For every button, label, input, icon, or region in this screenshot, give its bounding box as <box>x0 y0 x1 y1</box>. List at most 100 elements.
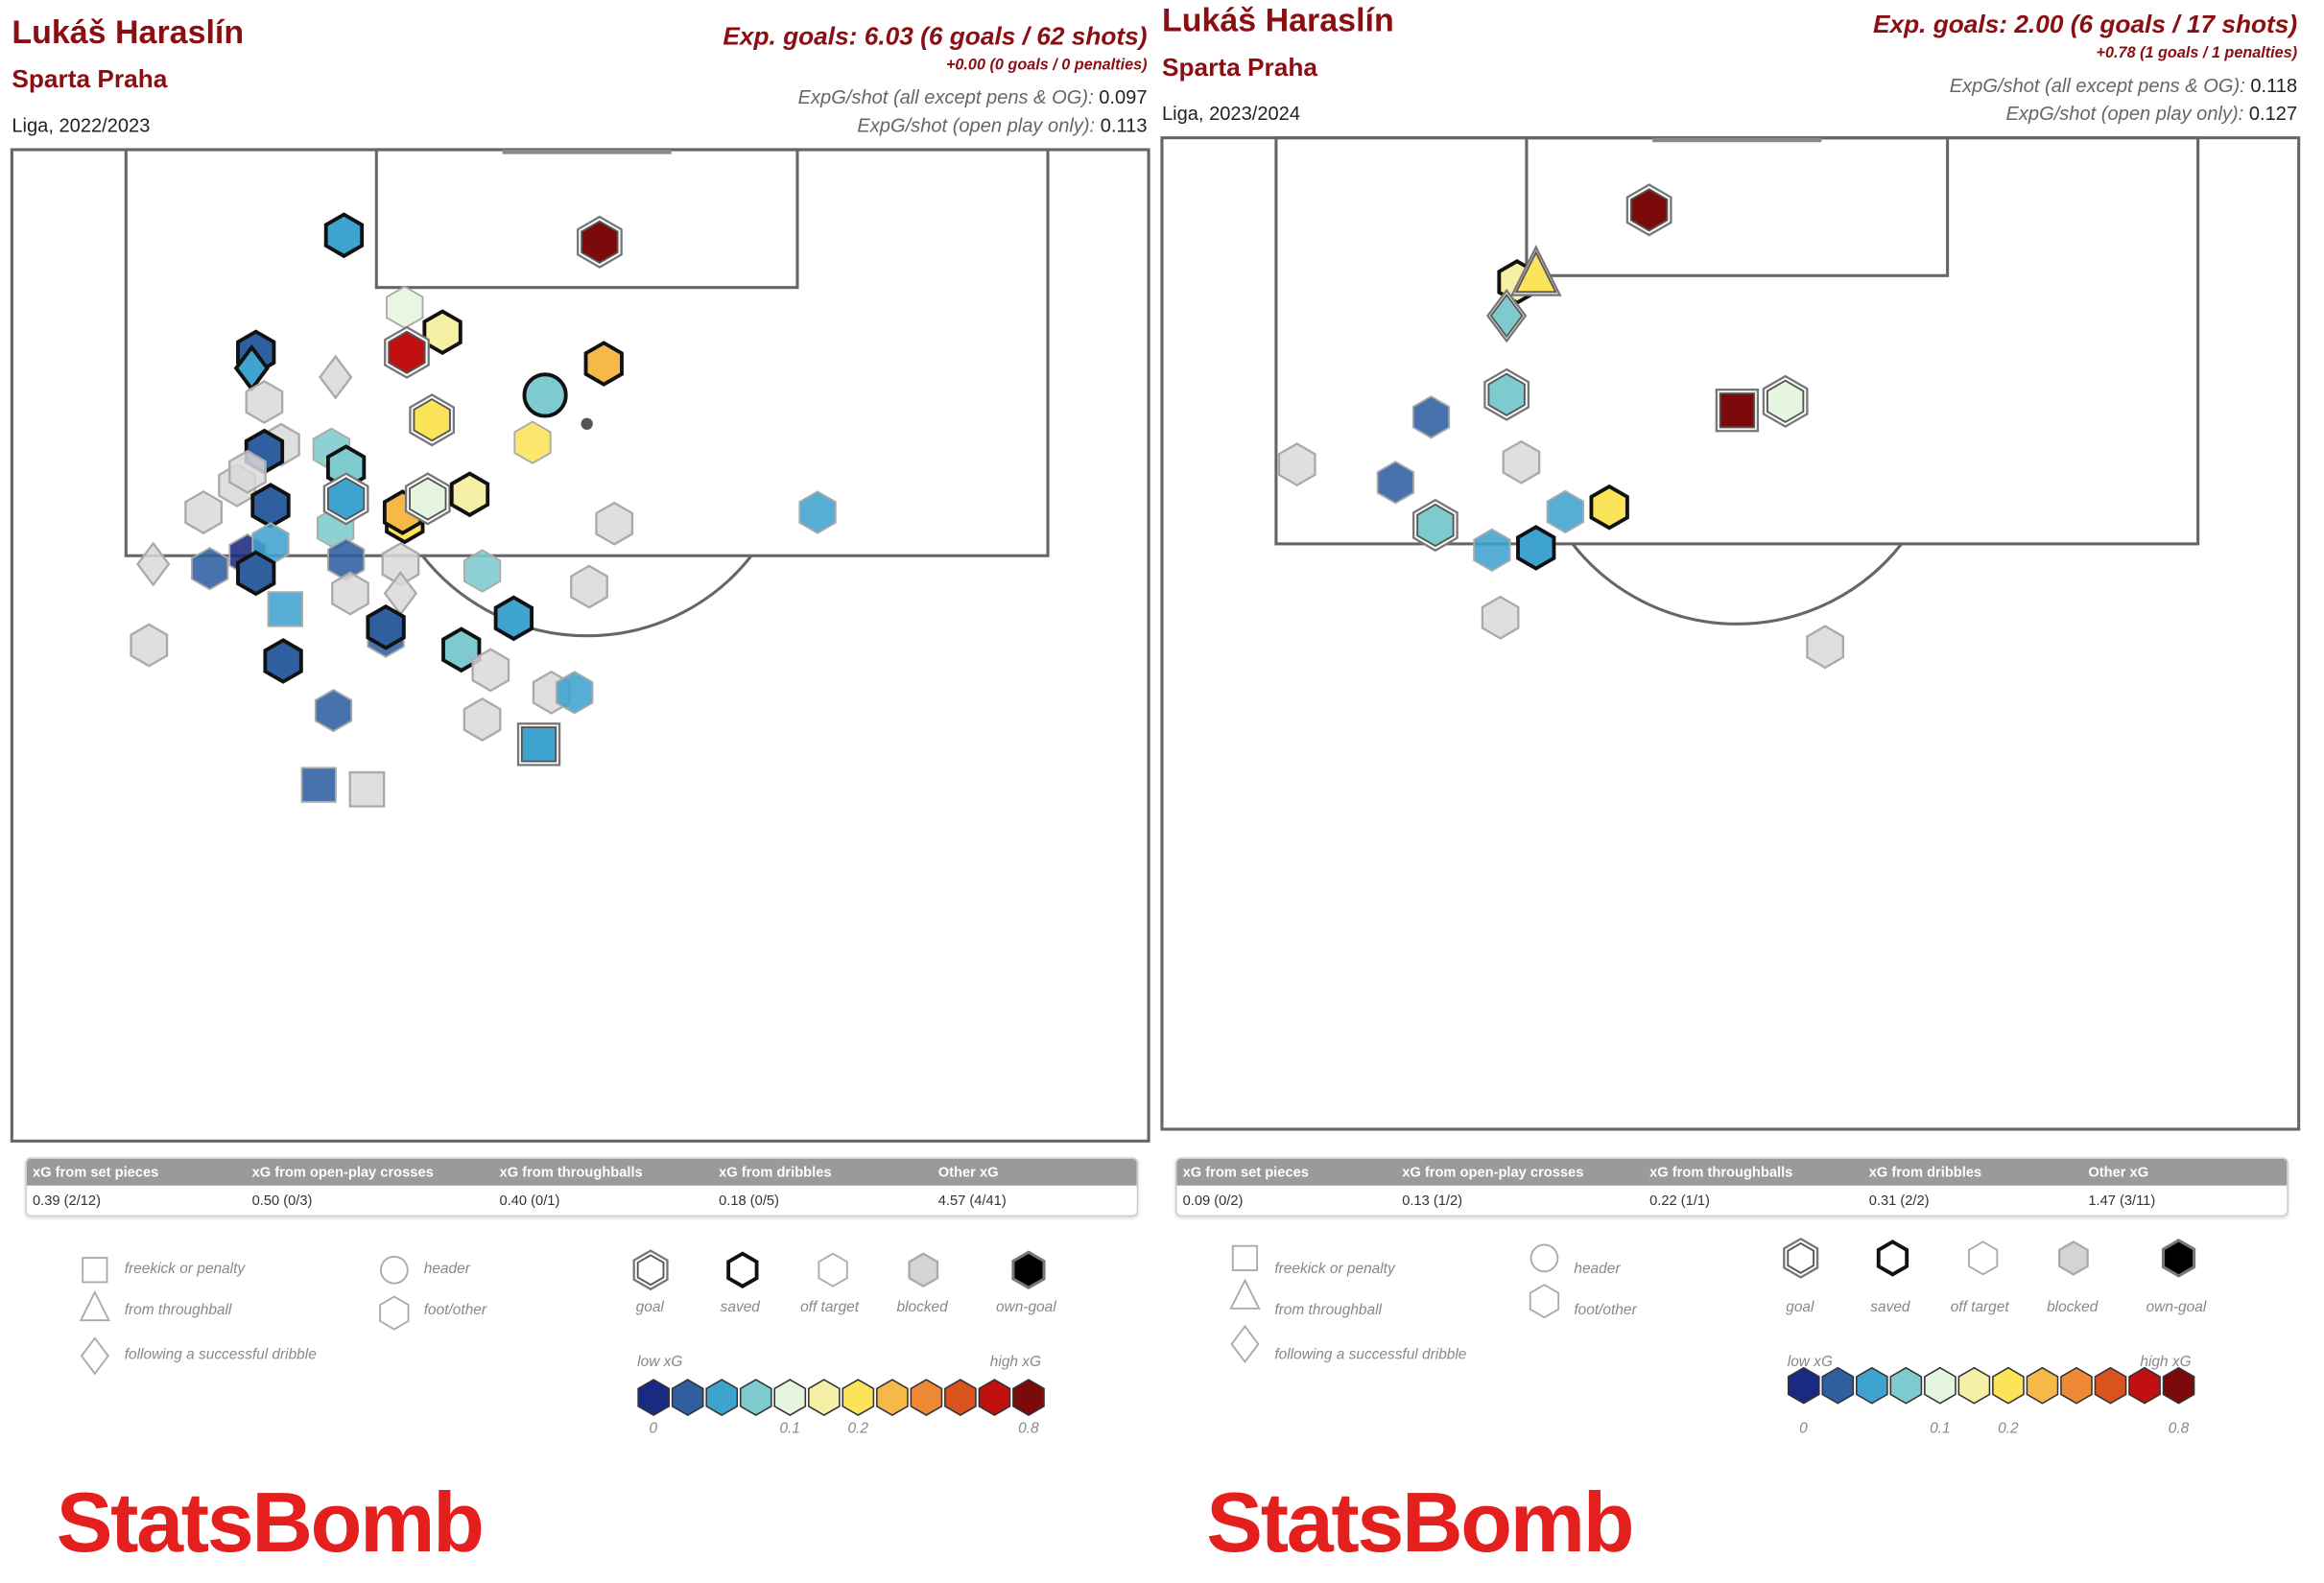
value-set-pieces: 0.09 (0/2) <box>1182 1193 1244 1210</box>
shot-marker <box>1625 183 1672 237</box>
shot-marker <box>404 472 451 526</box>
shot-marker <box>409 393 456 447</box>
legend-tick-0: 0 <box>1799 1421 1808 1438</box>
legend-off-target: off target <box>800 1299 860 1316</box>
xg-scale-swatch <box>2162 1366 2195 1405</box>
shot-marker <box>422 309 462 356</box>
xg-per-shot-all-label: ExpG/shot (all except pens & OG): <box>1949 74 2245 97</box>
xg-per-shot-open-play: ExpG/shot (open play only): 0.127 <box>2005 103 2297 125</box>
league-season: Liga, 2023/2024 <box>1161 102 1301 125</box>
value-throughballs: 0.40 (0/1) <box>499 1193 560 1210</box>
shot-marker <box>245 379 284 424</box>
legend-tick-0-2: 0.2 <box>1998 1421 2019 1438</box>
own-goal-icon <box>1011 1250 1046 1290</box>
foot-icon <box>379 1295 410 1331</box>
shot-marker <box>1502 439 1541 484</box>
legend-throughball: from throughball <box>1274 1302 1382 1319</box>
statsbomb-logo: StatsBomb <box>1206 1476 1634 1571</box>
xg-per-shot-open-play: ExpG/shot (open play only): 0.113 <box>857 114 1147 136</box>
legend-freekick: freekick or penalty <box>124 1261 246 1278</box>
xg-scale-swatch <box>1787 1366 1820 1405</box>
header-throughballs: xG from throughballs <box>499 1165 643 1182</box>
throughball-icon <box>79 1289 111 1322</box>
club-name: Sparta Praha <box>12 64 168 94</box>
xg-per-shot-open-value: 0.127 <box>2248 102 2298 125</box>
shot-marker <box>323 212 365 259</box>
shot-marker <box>250 483 291 529</box>
legend-blocked: blocked <box>2047 1299 2099 1316</box>
goal-icon <box>1783 1237 1819 1279</box>
panel-header: Lukáš Haraslín Sparta Praha Liga, 2022/2… <box>0 0 1150 148</box>
expected-goals-summary: Exp. goals: 2.00 (6 goals / 17 shots) <box>1872 10 2298 39</box>
shot-marker <box>366 603 406 650</box>
legend-shapes <box>1229 1237 2196 1405</box>
shot-marker <box>319 354 353 400</box>
shot-markers <box>1277 183 1845 670</box>
shot-marker <box>449 471 490 518</box>
shot-marker <box>1376 461 1415 505</box>
saved-icon <box>1876 1240 1909 1277</box>
shot-marker <box>1486 288 1528 343</box>
legend-header: header <box>423 1261 470 1278</box>
header-other: Other xG <box>937 1165 999 1182</box>
xg-per-shot-all-value: 0.118 <box>2250 74 2298 97</box>
value-set-pieces: 0.39 (2/12) <box>32 1193 101 1210</box>
shot-marker <box>236 550 276 597</box>
header-dribbles: xG from dribbles <box>719 1165 832 1182</box>
xg-breakdown-table: xG from set pieces xG from open-play cro… <box>1174 1157 2288 1217</box>
header-set-pieces: xG from set pieces <box>1182 1165 1309 1182</box>
legend-high-xg: high xG <box>2140 1354 2192 1371</box>
club-name: Sparta Praha <box>1161 53 1317 82</box>
legend-high-xg: high xG <box>989 1354 1042 1371</box>
xg-per-shot-open-value: 0.113 <box>1100 113 1148 137</box>
off-target-icon <box>818 1252 848 1288</box>
header-icon <box>380 1255 409 1285</box>
shot-marker <box>263 638 303 684</box>
header-crosses: xG from open-play crosses <box>1402 1165 1584 1182</box>
throughball-icon <box>1229 1278 1261 1310</box>
xg-scale-swatch <box>773 1379 807 1416</box>
shot-marker <box>1516 525 1556 571</box>
xg-scale-swatch <box>1957 1366 1991 1405</box>
shot-marker <box>1762 374 1809 428</box>
xg-per-shot-all-label: ExpG/shot (all except pens & OG): <box>797 85 1094 108</box>
legend-throughball: from throughball <box>124 1302 232 1319</box>
legend-low-xg: low xG <box>1787 1354 1833 1371</box>
xg-scale-swatch <box>1924 1366 1956 1405</box>
header-icon <box>1530 1243 1559 1273</box>
shot-marker <box>462 549 502 593</box>
xg-scale-swatch <box>807 1379 841 1416</box>
legend-own-goal: own-goal <box>995 1299 1056 1316</box>
xg-scale-swatch <box>1992 1366 2025 1405</box>
legend-tick-0: 0 <box>649 1421 658 1438</box>
shot-marker <box>1473 528 1511 572</box>
shot-marker <box>1589 484 1629 531</box>
panel-header: Lukáš Haraslín Sparta Praha Liga, 2023/2… <box>1150 0 2301 136</box>
statsbomb-logo: StatsBomb <box>56 1476 485 1571</box>
shot-marker <box>184 490 223 534</box>
shot-marker <box>130 623 169 668</box>
legend-saved: saved <box>1870 1299 1910 1316</box>
legend-freekick: freekick or penalty <box>1274 1261 1395 1278</box>
xg-scale-swatch <box>1856 1366 1888 1405</box>
shot-marker <box>1277 442 1316 487</box>
legend-header: header <box>1574 1261 1621 1278</box>
player-name: Lukáš Haraslín <box>12 12 245 51</box>
legend-tick-0-1: 0.1 <box>1930 1421 1951 1438</box>
xg-scale-swatch <box>944 1379 977 1416</box>
value-crosses: 0.50 (0/3) <box>251 1193 313 1210</box>
xg-per-shot-all: ExpG/shot (all except pens & OG): 0.118 <box>1950 74 2297 96</box>
penalty-arc <box>420 555 753 638</box>
shot-marker <box>556 671 594 715</box>
shot-map-panel-2: Lukáš Haraslín Sparta Praha Liga, 2023/2… <box>1150 0 2301 1583</box>
shot-marker <box>300 767 337 803</box>
legend-off-target: off target <box>1950 1299 2009 1316</box>
blocked-icon <box>2058 1240 2089 1276</box>
xg-scale-swatch <box>978 1379 1011 1416</box>
six-yard-box <box>374 148 799 290</box>
xg-scale-swatch <box>705 1379 739 1416</box>
freekick-icon <box>1231 1244 1259 1271</box>
shot-marker <box>1481 595 1520 640</box>
header-throughballs: xG from throughballs <box>1649 1165 1793 1182</box>
shot-marker <box>441 626 482 673</box>
